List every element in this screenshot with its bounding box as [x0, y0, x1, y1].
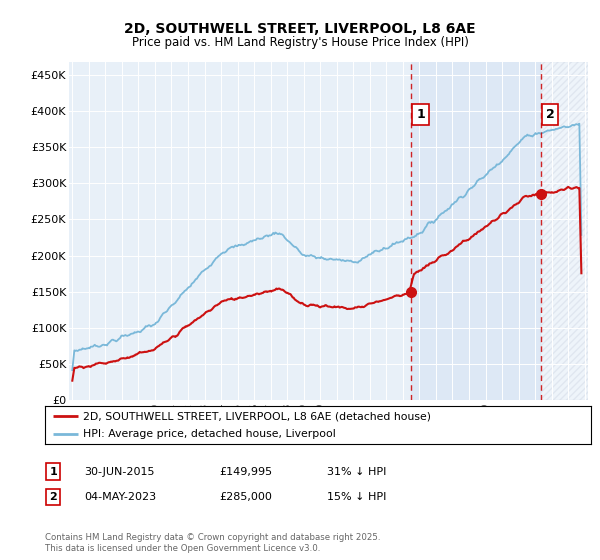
Text: 15% ↓ HPI: 15% ↓ HPI [327, 492, 386, 502]
Text: 2D, SOUTHWELL STREET, LIVERPOOL, L8 6AE (detached house): 2D, SOUTHWELL STREET, LIVERPOOL, L8 6AE … [83, 411, 431, 421]
Text: £149,995: £149,995 [219, 466, 272, 477]
Text: Contains HM Land Registry data © Crown copyright and database right 2025.
This d: Contains HM Land Registry data © Crown c… [45, 533, 380, 553]
Text: 1: 1 [416, 108, 425, 121]
Bar [541, 62, 588, 400]
Text: 30-JUN-2015: 30-JUN-2015 [84, 466, 155, 477]
Text: HPI: Average price, detached house, Liverpool: HPI: Average price, detached house, Live… [83, 429, 336, 439]
Text: 1: 1 [49, 466, 57, 477]
Text: £285,000: £285,000 [219, 492, 272, 502]
Text: Price paid vs. HM Land Registry's House Price Index (HPI): Price paid vs. HM Land Registry's House … [131, 36, 469, 49]
Text: 2: 2 [546, 108, 554, 121]
Text: 2D, SOUTHWELL STREET, LIVERPOOL, L8 6AE: 2D, SOUTHWELL STREET, LIVERPOOL, L8 6AE [124, 22, 476, 36]
Text: 31% ↓ HPI: 31% ↓ HPI [327, 466, 386, 477]
Text: 04-MAY-2023: 04-MAY-2023 [84, 492, 156, 502]
Text: 2: 2 [49, 492, 57, 502]
Bar [411, 62, 541, 400]
